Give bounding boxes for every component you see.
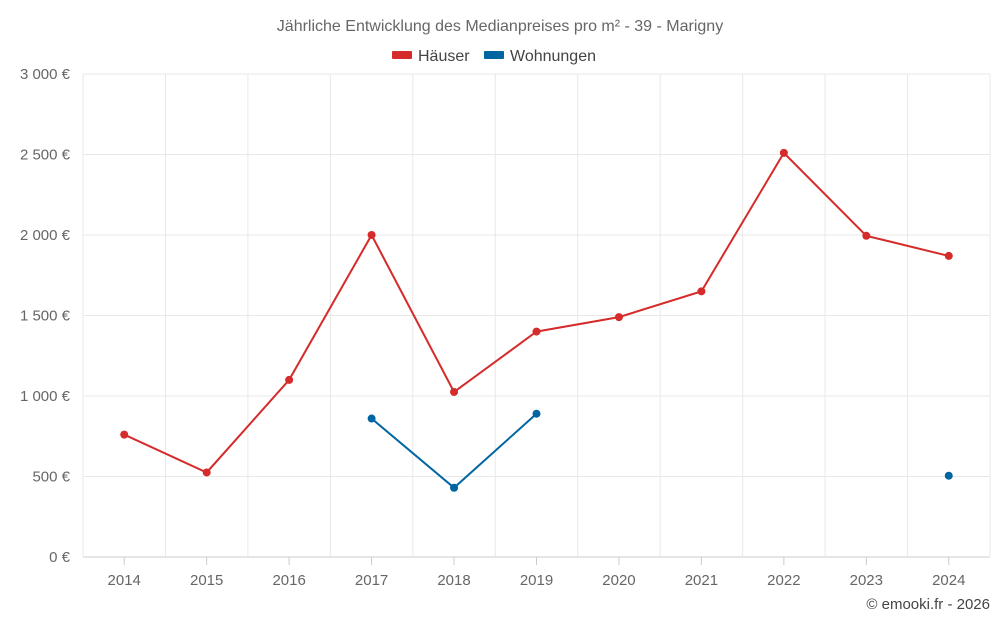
legend: Häuser Wohnungen bbox=[392, 48, 596, 65]
x-tick-label: 2015 bbox=[190, 572, 223, 589]
data-point bbox=[285, 375, 294, 384]
chart-title: Jährliche Entwicklung des Medianpreises … bbox=[277, 18, 723, 35]
y-tick-label: 2 500 € bbox=[20, 147, 71, 164]
x-tick-label: 2021 bbox=[685, 572, 718, 589]
grid bbox=[82, 73, 991, 565]
x-tick-label: 2016 bbox=[272, 572, 305, 589]
y-tick-label: 1 000 € bbox=[20, 388, 71, 405]
x-tick-label: 2022 bbox=[767, 572, 800, 589]
x-tick-label: 2023 bbox=[850, 572, 883, 589]
data-point bbox=[202, 468, 211, 477]
legend-item-2: Wohnungen bbox=[484, 48, 596, 65]
tick-labels: 0 € 500 € 1 000 € 1 500 € 2 000 € 2 500 € 3 00… bbox=[20, 66, 966, 589]
legend-label: Häuser bbox=[418, 48, 470, 65]
y-tick-label: 2 000 € bbox=[20, 227, 71, 244]
credit-text: © emooki.fr - 2026 bbox=[866, 596, 990, 613]
x-tick-label: 2014 bbox=[108, 572, 141, 589]
data-point bbox=[367, 231, 376, 239]
legend-item-1: Häuser bbox=[392, 48, 470, 65]
x-tick-label: 2018 bbox=[437, 572, 470, 589]
x-tick-label: 2020 bbox=[602, 572, 635, 589]
series-2 bbox=[367, 409, 953, 492]
y-tick-label: 3 000 € bbox=[20, 66, 71, 83]
data-point bbox=[450, 483, 459, 492]
data-point bbox=[862, 231, 871, 240]
data-point bbox=[532, 327, 541, 336]
legend-label: Wohnungen bbox=[510, 48, 596, 65]
x-tick-label: 2024 bbox=[932, 572, 965, 589]
data-point bbox=[450, 387, 459, 396]
data-point bbox=[614, 313, 623, 322]
data-point bbox=[532, 409, 541, 418]
x-tick-label: 2019 bbox=[520, 572, 553, 589]
x-tick-label: 2017 bbox=[355, 572, 388, 589]
data-point bbox=[367, 414, 376, 423]
y-tick-label: 1 500 € bbox=[20, 308, 71, 325]
series-layer bbox=[120, 148, 953, 492]
data-point bbox=[944, 251, 953, 260]
data-point bbox=[944, 471, 953, 480]
y-tick-label: 500 € bbox=[32, 469, 70, 486]
data-point bbox=[120, 430, 129, 439]
legend-swatch bbox=[392, 51, 412, 59]
data-point bbox=[779, 148, 788, 157]
series-1 bbox=[120, 148, 953, 477]
data-point bbox=[697, 287, 706, 296]
y-tick-label: 0 € bbox=[49, 549, 71, 566]
legend-swatch bbox=[484, 51, 504, 59]
